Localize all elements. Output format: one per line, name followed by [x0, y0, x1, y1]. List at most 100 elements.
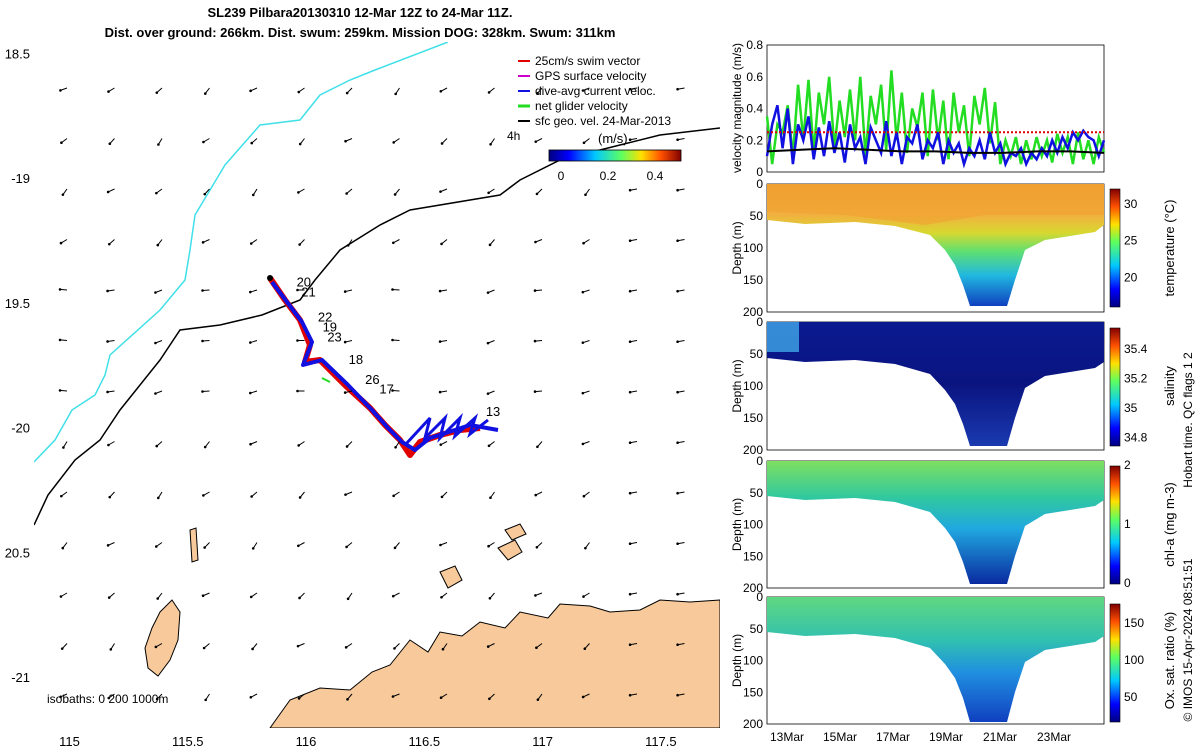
depth-tick: 50: [750, 486, 764, 500]
date-tick: 23Mar: [1037, 730, 1071, 744]
date-tick: 17Mar: [876, 730, 910, 744]
colorbar-tick: 30: [1124, 197, 1138, 211]
velocity-series: [765, 70, 1106, 165]
oxygen-colorbar: [1109, 603, 1121, 723]
colorbar-tick: 34.8: [1124, 431, 1148, 445]
legend-gps-velocity: GPS surface velocity: [535, 69, 646, 83]
date-tick: 19Mar: [929, 730, 963, 744]
map-y-tick: -21: [11, 670, 30, 685]
velocity-y-tick: 0: [756, 165, 763, 179]
map-colorbar-tick-0: 0: [558, 169, 565, 183]
velocity-y-tick: 0.6: [746, 70, 763, 84]
map-x-tick: 117: [532, 734, 553, 749]
day-label: 19: [323, 319, 337, 334]
depth-ylabel: Depth (m): [730, 498, 744, 551]
isobath-200m: [34, 42, 449, 463]
day-label: 22: [318, 309, 332, 324]
depth-ylabel: Depth (m): [730, 634, 744, 687]
depth-tick: 0: [756, 177, 763, 191]
temperature-panel: 0 50 100 150 200 Depth (m): [730, 177, 1105, 319]
island-small-3: [504, 523, 527, 541]
velocity-ylabel: velocity magnitude (m/s): [730, 43, 744, 173]
colorbar-tick: 150: [1124, 616, 1144, 630]
date-tick: 13Mar: [770, 730, 804, 744]
day-label: 13: [486, 404, 500, 419]
map-y-tick: 19.5: [5, 296, 30, 311]
date-tick: 15Mar: [823, 730, 857, 744]
map-title-line-1: SL239 Pilbara20130310 12-Mar 12Z to 24-M…: [207, 5, 513, 20]
depth-tick: 100: [743, 241, 763, 255]
colorbar-tick: 100: [1124, 653, 1144, 667]
velocity-series: [765, 104, 1106, 169]
day-label: 23: [327, 329, 341, 344]
colorbar-tick: 50: [1124, 690, 1138, 704]
map-colorbar-tick-0-2: 0.2: [600, 169, 617, 183]
map-x-tick: 115: [59, 734, 80, 749]
map-x-tick: 117.5: [645, 734, 677, 749]
colorbar-tick: 0: [1124, 576, 1131, 590]
legend-sfc-geo-velocity: sfc geo. vel. 24-Mar-2013: [535, 114, 671, 128]
map-y-tick: -20: [11, 421, 30, 436]
imos-credit-text: © IMOS 15-Apr-2024 08:51:51: [1181, 558, 1195, 721]
map-title-line-2: Dist. over ground: 266km. Dist. swum: 25…: [104, 25, 616, 40]
depth-tick: 200: [743, 717, 763, 731]
depth-tick: 150: [743, 549, 763, 563]
colorbar-label: temperature (°C): [1162, 200, 1177, 297]
island-small-4: [189, 527, 199, 563]
colorbar-tick: 35.2: [1124, 372, 1148, 386]
velocity-y-tick: 0.8: [746, 38, 763, 52]
depth-tick: 150: [743, 411, 763, 425]
mainland-coast: [269, 599, 720, 728]
isobath-1000m: [34, 127, 720, 526]
depth-ylabel: Depth (m): [730, 359, 744, 412]
velocity-series: [766, 147, 1105, 154]
depth-tick: 0: [756, 315, 763, 329]
colorbar-label: salinity: [1162, 366, 1177, 406]
map-y-tick: 20.5: [5, 545, 30, 560]
depth-tick: 50: [750, 209, 764, 223]
map-colorbar: (m/s) 0 0.2 0.4: [548, 131, 682, 183]
depth-tick: 200: [743, 581, 763, 595]
legend-swim-vector: 25cm/s swim vector: [535, 54, 640, 68]
map-legend: 25cm/s swim vector GPS surface velocity …: [507, 54, 671, 143]
depth-tick: 50: [750, 347, 764, 361]
legend-net-glider-velocity: net glider velocity: [535, 99, 628, 113]
day-label: 21: [301, 284, 315, 299]
map-colorbar-tick-0-4: 0.4: [647, 169, 664, 183]
depth-tick: 0: [756, 590, 763, 604]
track-start-marker: [267, 275, 273, 281]
sfc-geostrophic-arrows: [58, 87, 685, 702]
colorbar-tick: 20: [1124, 271, 1138, 285]
depth-tick: 100: [743, 379, 763, 393]
depth-tick: 200: [743, 443, 763, 457]
map-x-tick: 116: [296, 734, 317, 749]
isobath-label: isobaths: 0 200 1000m: [47, 692, 168, 706]
map-colorbar-label: (m/s): [598, 131, 628, 146]
depth-tick: 150: [743, 273, 763, 287]
map-x-tick: 116.5: [409, 734, 441, 749]
salinity-colorbar: [1109, 327, 1121, 447]
chla-section: [767, 461, 1104, 584]
date-tick: 21Mar: [983, 730, 1017, 744]
velocity-y-tick: 0.4: [746, 102, 763, 116]
velocity-y-tick: 0.2: [746, 133, 763, 147]
map-y-tick: 18.5: [5, 46, 30, 61]
temperature-colorbar: [1109, 188, 1121, 308]
depth-tick: 200: [743, 305, 763, 319]
island-large: [144, 599, 181, 677]
colorbar-tick: 25: [1124, 234, 1138, 248]
colorbar-tick: 2: [1124, 458, 1131, 472]
day-label: 17: [379, 382, 393, 397]
salinity-section: [767, 322, 1104, 446]
map-y-tick: -19: [11, 171, 30, 186]
map-x-tick: 115.5: [172, 734, 204, 749]
colorbar-label: Ox. sat. ratio (%): [1162, 612, 1177, 710]
depth-tick: 100: [743, 654, 763, 668]
salinity-panel: 0 50 100 150 200 Depth (m): [730, 315, 1105, 457]
map-axis-ticks: 115 115.5 116 116.5 117 117.5 18.5 -19 19.5 -20 20…: [5, 46, 677, 749]
chla-panel: 0 50 100 150 200 Depth (m): [730, 454, 1105, 595]
island-small-1: [497, 539, 523, 561]
